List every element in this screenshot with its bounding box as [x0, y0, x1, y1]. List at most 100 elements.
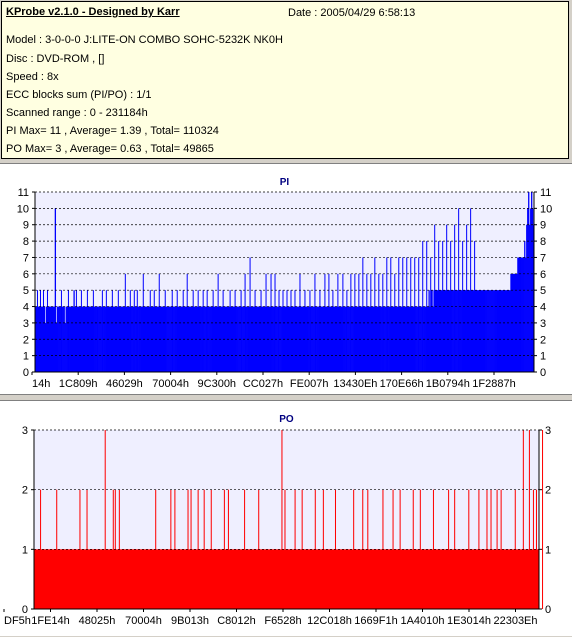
data-bar — [349, 306, 351, 372]
data-bar — [238, 306, 240, 372]
data-bar — [181, 306, 184, 372]
y-tick-label-right: 11 — [540, 187, 551, 199]
data-bar — [369, 306, 371, 372]
data-spike — [290, 290, 292, 372]
data-spike — [309, 290, 311, 372]
x-tick-label: 1FE14h — [31, 615, 70, 627]
data-bar — [77, 306, 79, 372]
data-bar — [306, 306, 308, 372]
x-tick-label: 1C809h — [59, 378, 98, 390]
data-spike — [202, 290, 204, 372]
data-spike — [294, 290, 296, 372]
data-spike — [399, 489, 401, 609]
data-bar — [82, 306, 84, 372]
data-spike — [430, 257, 432, 372]
data-spike — [535, 489, 537, 609]
data-bar — [200, 306, 202, 372]
data-bar — [457, 290, 459, 372]
data-bar — [325, 306, 328, 372]
data-bar — [81, 306, 83, 372]
data-bar — [487, 290, 489, 372]
data-spike — [394, 273, 396, 372]
data-bar — [233, 306, 235, 372]
data-bar — [98, 306, 100, 372]
x-tick-label: 48025h — [79, 615, 116, 627]
data-bar — [332, 306, 335, 372]
data-bar — [441, 290, 443, 372]
x-tick-label: 46029h — [106, 378, 143, 390]
po-chart-panel: 0 0 1 1 2 2 3 3 DF5h 1FE14h 48025h 70004h 9B013h C801… — [0, 400, 572, 636]
data-bar — [188, 306, 191, 372]
data-bar — [459, 290, 461, 372]
y-tick-label-right: 1 — [545, 544, 551, 556]
data-bar — [467, 290, 470, 372]
data-spike — [101, 290, 103, 372]
data-bar — [268, 306, 271, 372]
data-bar — [144, 306, 146, 372]
data-bar — [310, 306, 312, 372]
data-bar — [321, 306, 324, 372]
y-tick-label: 7 — [23, 252, 29, 264]
data-spike — [500, 489, 502, 609]
data-bar — [530, 208, 532, 372]
x-tick-label: C8012h — [217, 615, 256, 627]
data-spike — [410, 257, 412, 372]
data-spike — [92, 290, 94, 372]
data-spike — [392, 489, 394, 609]
data-bar — [525, 257, 527, 372]
data-bar — [431, 290, 433, 372]
data-spike — [390, 257, 392, 372]
y-tick-label-right: 7 — [540, 252, 546, 264]
baseline-area — [34, 549, 539, 609]
data-bar — [185, 306, 188, 372]
data-bar — [37, 306, 40, 372]
data-spike — [342, 273, 344, 372]
data-spike — [350, 273, 352, 372]
data-spike — [192, 290, 194, 372]
x-tick-label: 1F2887h — [472, 378, 515, 390]
data-bar — [500, 290, 502, 372]
data-bar — [470, 290, 473, 372]
y-tick-label-right: 3 — [540, 318, 546, 330]
y-tick-label: 3 — [23, 318, 29, 330]
data-bar — [120, 306, 123, 372]
data-bar — [94, 306, 96, 372]
data-bar — [518, 257, 520, 372]
data-bar — [488, 290, 490, 372]
data-spike — [206, 290, 208, 372]
data-bar — [521, 257, 523, 372]
x-tick-label: 1E3014h — [447, 615, 491, 627]
data-bar — [495, 290, 497, 372]
data-spike — [470, 208, 472, 372]
data-bar — [288, 306, 290, 372]
data-bar — [112, 306, 115, 372]
data-bar — [337, 306, 340, 372]
data-spike — [370, 273, 372, 372]
data-bar — [365, 306, 367, 372]
data-bar — [451, 290, 453, 372]
data-bar — [453, 290, 455, 372]
data-spike — [60, 290, 62, 372]
data-spike — [402, 257, 404, 372]
x-tick-label: F6528h — [264, 615, 301, 627]
data-spike — [378, 273, 380, 372]
data-bar — [65, 306, 67, 372]
data-bar — [276, 306, 278, 372]
data-bar — [41, 306, 44, 372]
y-tick-label: 8 — [23, 236, 29, 248]
data-spike — [398, 257, 400, 372]
data-bar — [140, 306, 142, 372]
data-spike — [522, 430, 524, 609]
data-bar — [344, 306, 346, 372]
data-bar — [440, 290, 442, 372]
data-bar — [514, 273, 516, 372]
data-bar — [357, 306, 359, 372]
y-tick-label-right: 10 — [540, 203, 552, 215]
model-line: Model : 3-0-0-0 J:LITE-ON COMBO SOHC-523… — [6, 34, 283, 46]
data-spike — [426, 241, 428, 372]
data-spike — [46, 290, 48, 372]
data-bar — [478, 290, 481, 372]
data-spike — [197, 290, 199, 372]
y-tick-label: 9 — [23, 220, 29, 232]
